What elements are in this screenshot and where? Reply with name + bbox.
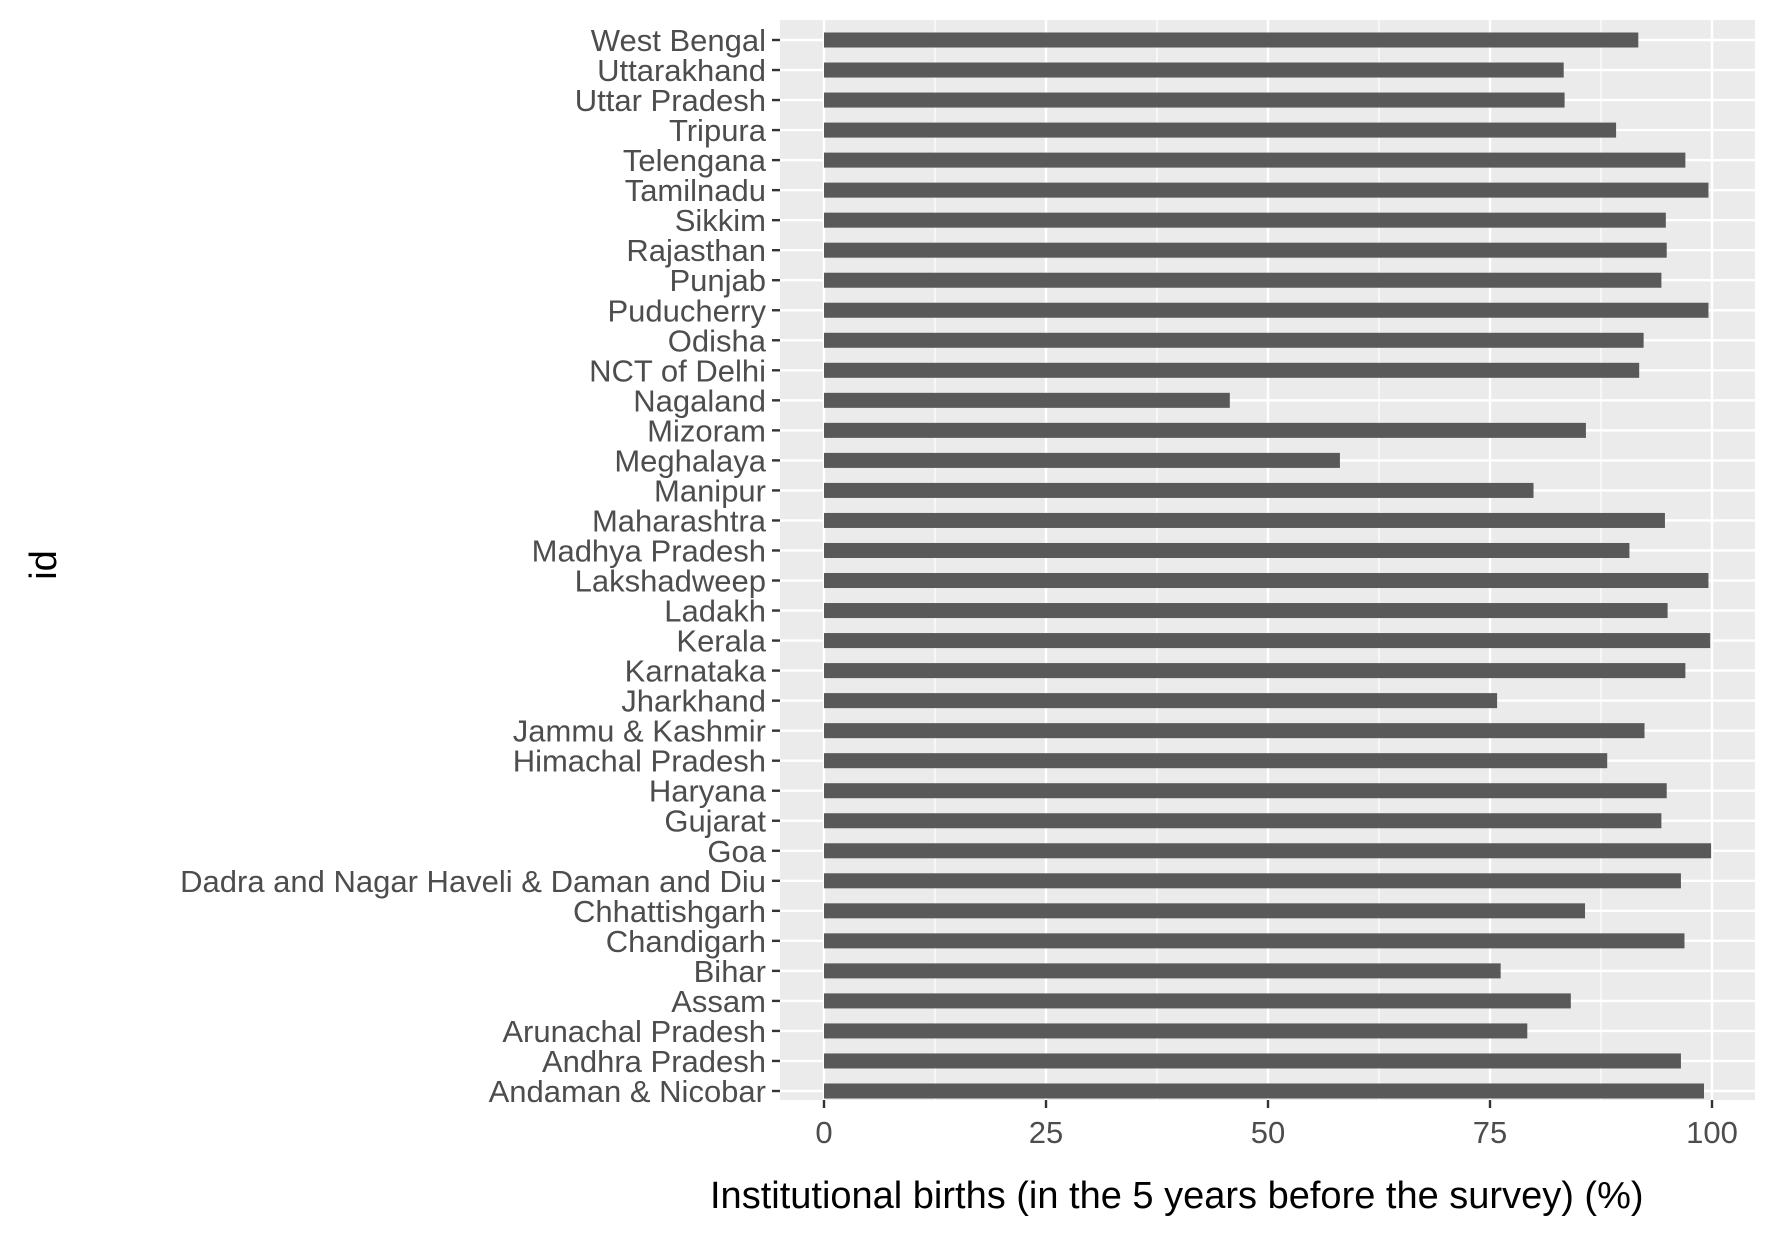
y-tick-label: Ladakh <box>664 594 766 629</box>
y-tick-label: Bihar <box>694 954 766 989</box>
y-tick-label: Karnataka <box>625 654 767 689</box>
bar <box>824 873 1681 889</box>
x-axis: 0 25 50 75 100 <box>815 1100 1738 1150</box>
y-tick-label: Madhya Pradesh <box>532 533 766 568</box>
x-tick-label: 25 <box>1029 1115 1063 1150</box>
bar <box>824 993 1571 1009</box>
y-tick-label: Odisha <box>668 323 767 358</box>
y-tick-label: Uttarakhand <box>597 53 766 88</box>
y-tick-label: Chhattishgarh <box>573 894 766 929</box>
bar <box>824 182 1709 198</box>
bar <box>824 723 1645 739</box>
bar <box>824 933 1685 949</box>
x-tick-label: 0 <box>815 1115 832 1150</box>
bar <box>824 1083 1705 1099</box>
y-tick-label: Kerala <box>676 624 766 659</box>
y-tick-label: Arunachal Pradesh <box>502 1014 766 1049</box>
y-tick-label: Mizoram <box>647 413 766 448</box>
y-tick-label: Lakshadweep <box>575 564 766 599</box>
bar <box>824 813 1662 829</box>
y-tick-label: Chandigarh <box>606 924 766 959</box>
bar <box>824 603 1668 619</box>
y-tick-label: Sikkim <box>675 203 766 238</box>
bar <box>824 212 1666 228</box>
y-tick-label: Assam <box>671 984 766 1019</box>
bar <box>824 753 1608 769</box>
grid-minor-lines <box>934 20 1602 1100</box>
bar <box>824 903 1586 919</box>
bar <box>824 362 1640 378</box>
bar <box>824 242 1667 258</box>
bar <box>824 963 1501 979</box>
bar <box>824 1053 1681 1069</box>
bar <box>824 663 1686 679</box>
bar <box>824 302 1709 318</box>
bar <box>824 573 1709 589</box>
y-axis-title: id <box>23 550 65 580</box>
y-tick-label: Gujarat <box>664 804 766 839</box>
y-tick-label: Haryana <box>649 774 767 809</box>
bar <box>824 482 1534 498</box>
y-tick-label: West Bengal <box>591 23 766 58</box>
y-tick-label: Meghalaya <box>614 443 766 478</box>
y-tick-label: Himachal Pradesh <box>513 744 766 779</box>
bar <box>824 452 1340 468</box>
y-tick-label: Nagaland <box>633 383 766 418</box>
x-axis-title: Institutional births (in the 5 years bef… <box>710 1175 1644 1217</box>
x-tick-label: 75 <box>1473 1115 1507 1150</box>
y-tick-label: Rajasthan <box>626 233 766 268</box>
bar <box>824 92 1565 108</box>
x-tick-label: 100 <box>1686 1115 1738 1150</box>
bar <box>824 332 1644 348</box>
y-tick-label: Jharkhand <box>621 684 766 719</box>
bar <box>824 633 1711 649</box>
y-tick-label: NCT of Delhi <box>589 353 766 388</box>
bar <box>824 542 1630 558</box>
bar <box>824 272 1662 288</box>
x-tick-label: 50 <box>1251 1115 1285 1150</box>
y-tick-label: Maharashtra <box>592 503 767 538</box>
bar <box>824 843 1712 859</box>
y-tick-label: Uttar Pradesh <box>575 83 766 118</box>
bar <box>824 392 1230 408</box>
y-tick-label: Goa <box>707 834 766 869</box>
y-tick-label: Punjab <box>669 263 766 298</box>
y-tick-label: Telengana <box>623 143 767 178</box>
bar <box>824 152 1686 168</box>
bar <box>824 422 1586 438</box>
bar <box>824 1023 1528 1039</box>
y-tick-label: Dadra and Nagar Haveli & Daman and Diu <box>180 864 766 899</box>
y-tick-label: Puducherry <box>607 293 766 328</box>
y-tick-label: Andaman & Nicobar <box>489 1074 766 1109</box>
bar <box>824 783 1667 799</box>
y-tick-label: Jammu & Kashmir <box>513 714 766 749</box>
bars-group <box>824 32 1712 1099</box>
bar <box>824 62 1564 78</box>
bar <box>824 693 1498 709</box>
y-tick-label: Manipur <box>654 473 766 508</box>
y-tick-label: Andhra Pradesh <box>542 1044 766 1079</box>
bar <box>824 122 1617 138</box>
y-tick-label: Tripura <box>669 113 767 148</box>
bar <box>824 512 1665 528</box>
bar <box>824 32 1639 48</box>
y-tick-label: Tamilnadu <box>625 173 766 208</box>
